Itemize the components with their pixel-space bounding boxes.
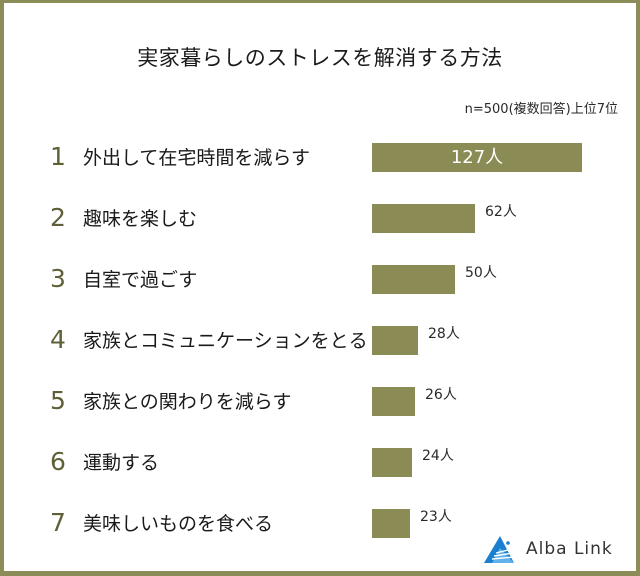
bar-value-label: 28人: [428, 326, 460, 342]
rank-number: 1: [50, 142, 66, 171]
ranking-row: 1 外出して在宅時間を減らす 127人: [0, 142, 640, 173]
bar-value-label: 26人: [425, 387, 457, 403]
bar: [372, 265, 455, 294]
category-label: 外出して在宅時間を減らす: [83, 147, 311, 169]
category-label: 美味しいものを食べる: [83, 513, 274, 535]
bar: [372, 326, 418, 355]
bar: [372, 448, 412, 477]
chart-title: 実家暮らしのストレスを解消する方法: [137, 46, 503, 70]
ranking-row: 7 美味しいものを食べる 23人: [0, 508, 640, 539]
alba-link-sail-icon: [484, 536, 515, 563]
brand-logo: Alba Link: [482, 533, 613, 565]
ranking-row: 4 家族とコミュニケーションをとる 28人: [0, 325, 640, 356]
bar: [372, 204, 475, 233]
brand-name: Alba Link: [526, 539, 613, 559]
bar-value-label: 23人: [420, 509, 452, 525]
rank-number: 6: [50, 447, 66, 476]
bar-value-label: 62人: [485, 204, 517, 220]
bar: [372, 387, 415, 416]
bar: [372, 509, 410, 538]
category-label: 趣味を楽しむ: [83, 208, 198, 230]
rank-number: 5: [50, 386, 66, 415]
ranking-row: 2 趣味を楽しむ 62人: [0, 203, 640, 234]
category-label: 運動する: [83, 452, 160, 474]
ranking-row: 6 運動する 24人: [0, 447, 640, 478]
rank-number: 3: [50, 264, 66, 293]
rank-number: 4: [50, 325, 66, 354]
bar-value-label: 127人: [450, 147, 504, 168]
category-label: 自室で過ごす: [83, 269, 198, 291]
rank-number: 7: [50, 508, 66, 537]
ranking-row: 3 自室で過ごす 50人: [0, 264, 640, 295]
rank-number: 2: [50, 203, 66, 232]
category-label: 家族とコミュニケーションをとる: [83, 330, 368, 352]
category-label: 家族との関わりを減らす: [83, 391, 292, 413]
bar: 127人: [372, 143, 582, 172]
ranking-row: 5 家族との関わりを減らす 26人: [0, 386, 640, 417]
bar-value-label: 24人: [422, 448, 454, 464]
bar-value-label: 50人: [465, 265, 497, 281]
chart-subtitle: n=500(複数回答)上位7位: [464, 102, 618, 117]
